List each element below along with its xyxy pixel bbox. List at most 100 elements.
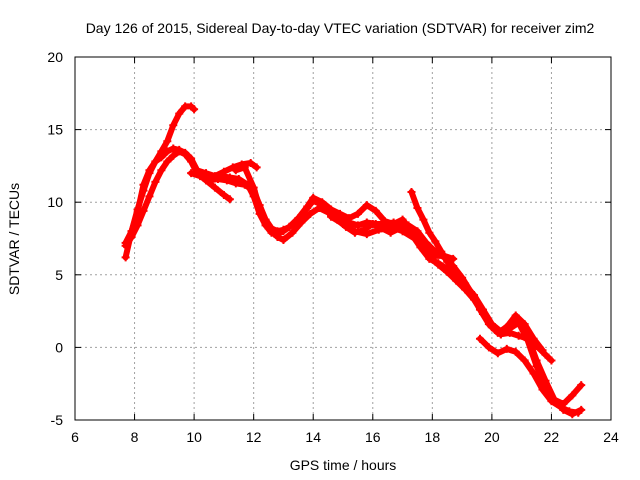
series-line xyxy=(217,173,585,407)
data-series xyxy=(121,102,586,419)
data-point xyxy=(529,369,538,378)
data-point xyxy=(324,208,333,217)
x-tick-label: 10 xyxy=(186,429,202,445)
data-point xyxy=(353,209,362,218)
x-tick-label: 8 xyxy=(131,429,139,445)
data-point xyxy=(452,276,461,285)
axis-ticks: 6 8 10 12 14 16 18 20 22 24 -5 0 5 10 15 20 xyxy=(47,49,619,445)
y-tick-label: 20 xyxy=(47,49,63,65)
data-point xyxy=(187,157,196,166)
data-point xyxy=(413,227,422,236)
series-track-g xyxy=(327,212,458,263)
data-point xyxy=(219,190,228,199)
data-point xyxy=(225,195,234,204)
data-point xyxy=(386,222,395,231)
data-point xyxy=(541,350,550,359)
data-point xyxy=(234,174,243,183)
data-point xyxy=(532,362,541,371)
data-point xyxy=(261,219,270,228)
data-point xyxy=(478,308,487,317)
data-point xyxy=(187,169,196,178)
data-point xyxy=(127,233,136,242)
data-point xyxy=(496,330,505,339)
y-tick-label: -5 xyxy=(51,412,64,428)
data-point xyxy=(350,227,359,236)
data-point xyxy=(362,230,371,239)
data-point xyxy=(538,385,547,394)
data-point xyxy=(133,221,142,230)
data-point xyxy=(568,391,577,400)
data-point xyxy=(487,323,496,332)
data-point xyxy=(318,198,327,207)
data-point xyxy=(303,202,312,211)
data-point xyxy=(443,257,452,266)
data-point xyxy=(273,233,282,242)
data-point xyxy=(339,219,347,228)
data-point xyxy=(169,151,178,160)
data-point xyxy=(475,334,484,343)
x-tick-label: 14 xyxy=(305,429,321,445)
data-point xyxy=(157,153,166,162)
data-point xyxy=(410,234,419,243)
data-point xyxy=(267,227,276,236)
data-point xyxy=(216,172,225,181)
x-tick-label: 6 xyxy=(71,429,79,445)
data-point xyxy=(514,331,523,340)
data-point xyxy=(434,260,443,269)
data-point xyxy=(425,228,434,237)
data-point xyxy=(151,157,160,166)
data-point xyxy=(502,344,511,353)
data-point xyxy=(225,173,234,182)
data-point xyxy=(437,247,446,256)
data-point xyxy=(315,204,324,213)
data-point xyxy=(306,209,315,218)
series-track-d xyxy=(187,169,586,419)
data-point xyxy=(511,347,520,356)
data-point xyxy=(246,158,255,167)
plot-frame xyxy=(74,56,612,421)
x-tick-label: 12 xyxy=(246,429,262,445)
data-point xyxy=(252,163,261,172)
data-point xyxy=(190,105,199,114)
data-point xyxy=(470,292,479,301)
data-point xyxy=(413,204,422,213)
data-point xyxy=(484,343,493,352)
data-point xyxy=(231,166,240,175)
data-point xyxy=(145,192,154,201)
data-point xyxy=(169,121,178,130)
y-tick-label: 15 xyxy=(47,122,63,138)
data-point xyxy=(505,328,514,337)
data-point xyxy=(327,212,336,221)
data-point xyxy=(163,137,172,146)
data-point xyxy=(175,147,184,156)
data-point xyxy=(157,166,166,175)
data-point xyxy=(380,217,389,226)
series-line xyxy=(232,164,546,354)
y-tick-label: 0 xyxy=(55,339,63,355)
data-point xyxy=(249,183,258,192)
y-axis-label: SDTVAR / TECUs xyxy=(6,183,22,295)
x-tick-label: 16 xyxy=(365,429,381,445)
x-tick-label: 20 xyxy=(484,429,500,445)
data-point xyxy=(431,237,440,246)
data-point xyxy=(556,402,565,411)
data-point xyxy=(574,408,583,417)
data-point xyxy=(443,267,452,276)
data-point xyxy=(371,206,380,215)
data-point xyxy=(210,183,219,192)
data-point xyxy=(419,215,428,224)
y-tick-label: 10 xyxy=(47,194,63,210)
data-point xyxy=(255,204,264,213)
x-axis-label: GPS time / hours xyxy=(290,457,397,473)
data-point xyxy=(398,215,407,224)
data-point xyxy=(398,227,407,236)
data-point xyxy=(288,228,297,237)
x-tick-label: 18 xyxy=(425,429,441,445)
data-point xyxy=(279,227,288,236)
data-point xyxy=(145,166,154,175)
data-point xyxy=(511,311,520,320)
data-point xyxy=(294,214,303,223)
data-point xyxy=(309,193,318,202)
series-track-f xyxy=(231,163,547,355)
